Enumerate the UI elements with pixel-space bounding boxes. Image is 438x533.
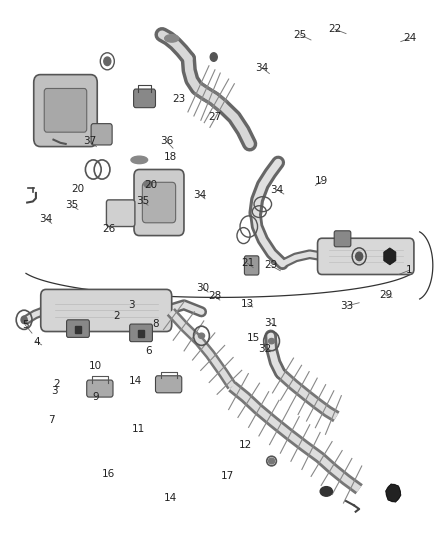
Text: 20: 20 [145, 181, 158, 190]
Text: 6: 6 [145, 346, 152, 356]
Text: 15: 15 [247, 334, 260, 343]
Text: 17: 17 [221, 471, 234, 481]
Text: 30: 30 [196, 283, 209, 293]
Text: 34: 34 [193, 190, 206, 199]
Ellipse shape [268, 458, 275, 464]
FancyBboxPatch shape [41, 289, 172, 332]
FancyBboxPatch shape [87, 380, 113, 397]
Ellipse shape [131, 156, 148, 164]
Text: 29: 29 [264, 261, 277, 270]
Text: 4: 4 [33, 337, 40, 346]
Text: 14: 14 [164, 494, 177, 503]
Text: 2: 2 [113, 311, 120, 320]
Text: 34: 34 [39, 214, 53, 224]
Text: 24: 24 [403, 34, 416, 43]
Text: 29: 29 [379, 290, 392, 300]
Text: 12: 12 [239, 440, 252, 450]
Text: 35: 35 [65, 200, 78, 210]
FancyBboxPatch shape [134, 89, 155, 108]
FancyBboxPatch shape [67, 320, 89, 337]
Circle shape [386, 484, 400, 502]
Ellipse shape [165, 35, 179, 42]
Text: 3: 3 [51, 386, 58, 395]
FancyBboxPatch shape [155, 376, 182, 393]
Text: 23: 23 [172, 94, 185, 104]
Text: 5: 5 [22, 320, 29, 330]
Text: 37: 37 [83, 136, 96, 146]
Text: 25: 25 [293, 30, 307, 39]
Text: 35: 35 [136, 197, 149, 206]
Ellipse shape [21, 316, 27, 324]
Text: 1: 1 [406, 265, 413, 275]
Bar [75, 326, 81, 333]
Text: 34: 34 [271, 185, 284, 195]
Text: 3: 3 [128, 300, 135, 310]
FancyBboxPatch shape [91, 124, 112, 145]
Text: 9: 9 [92, 392, 99, 402]
Text: 14: 14 [129, 376, 142, 386]
Text: 28: 28 [208, 292, 221, 301]
FancyBboxPatch shape [134, 169, 184, 236]
FancyBboxPatch shape [244, 256, 259, 275]
Circle shape [104, 57, 111, 66]
Ellipse shape [198, 333, 205, 338]
Text: 33: 33 [340, 301, 353, 311]
Text: 32: 32 [258, 344, 272, 354]
FancyBboxPatch shape [34, 75, 97, 147]
Ellipse shape [320, 487, 332, 496]
FancyBboxPatch shape [318, 238, 414, 274]
Bar [138, 330, 144, 337]
Circle shape [356, 252, 363, 261]
Text: 8: 8 [152, 319, 159, 329]
Text: 10: 10 [89, 361, 102, 370]
Text: 20: 20 [71, 184, 85, 193]
Text: 2: 2 [53, 379, 60, 389]
FancyBboxPatch shape [130, 324, 152, 342]
Text: 19: 19 [315, 176, 328, 186]
Ellipse shape [268, 338, 275, 344]
Text: 36: 36 [160, 136, 173, 146]
Circle shape [210, 53, 217, 61]
Text: 31: 31 [264, 318, 277, 328]
FancyBboxPatch shape [44, 88, 87, 132]
FancyBboxPatch shape [106, 200, 135, 227]
Text: 13: 13 [241, 299, 254, 309]
Text: 27: 27 [208, 112, 221, 122]
Text: 11: 11 [131, 424, 145, 434]
FancyBboxPatch shape [334, 231, 351, 247]
Text: 16: 16 [102, 470, 115, 479]
Ellipse shape [144, 181, 152, 187]
Text: 26: 26 [102, 224, 115, 234]
Text: 22: 22 [328, 25, 342, 34]
Text: 7: 7 [48, 415, 55, 425]
Text: 21: 21 [241, 259, 254, 268]
FancyBboxPatch shape [142, 182, 176, 223]
Text: 34: 34 [255, 63, 268, 72]
Text: 18: 18 [163, 152, 177, 161]
